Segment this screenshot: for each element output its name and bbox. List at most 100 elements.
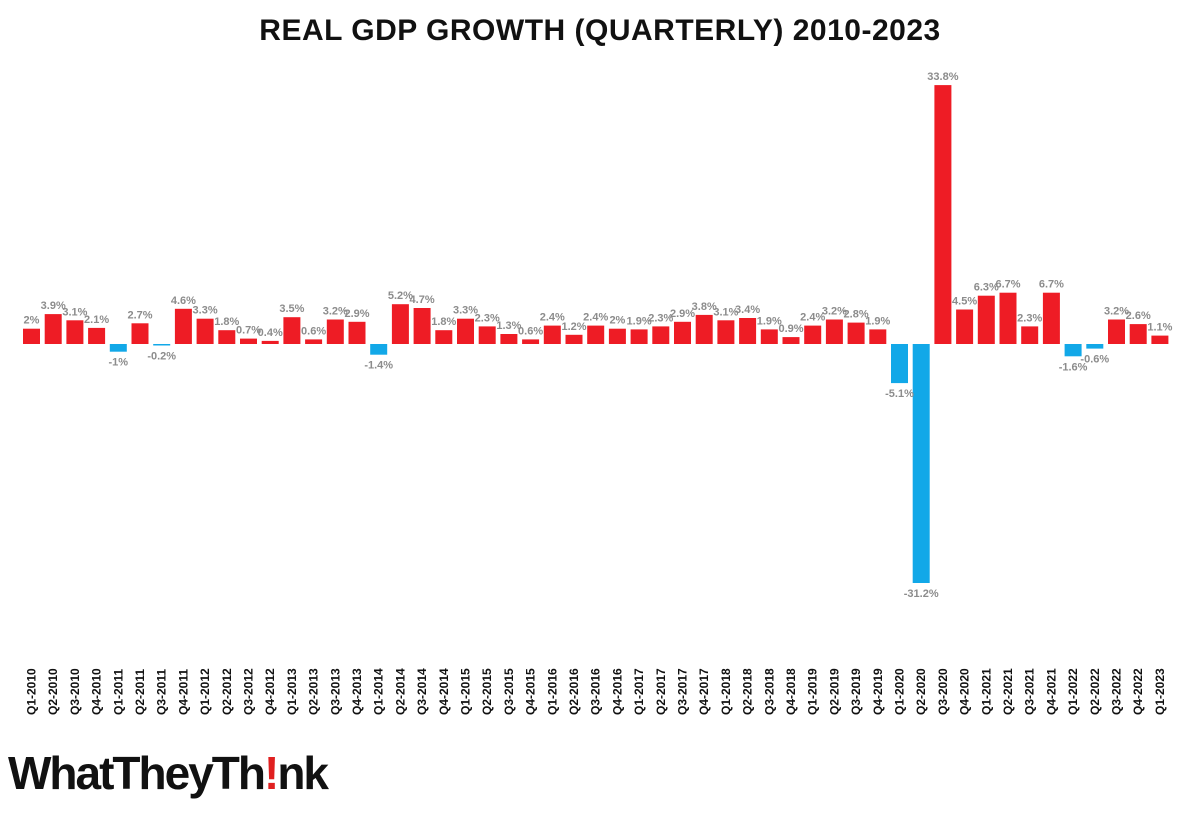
bar-Q1-2022 (1064, 344, 1082, 357)
x-tick-label-Q3-2016: Q3-2016 (589, 668, 603, 715)
bar-Q4-2019 (869, 329, 887, 344)
x-tick-label-Q1-2013: Q1-2013 (285, 668, 299, 715)
value-label-Q1-2012: 3.3% (193, 305, 218, 317)
x-tick-label-Q3-2015: Q3-2015 (502, 668, 516, 715)
value-label-Q3-2014: 4.7% (410, 294, 435, 306)
bar-Q3-2017 (674, 321, 691, 344)
x-tick-label-Q4-2019: Q4-2019 (871, 668, 885, 715)
bars-group (23, 85, 1169, 583)
value-label-Q3-2016: 2.4% (583, 312, 608, 324)
x-tick-label-Q1-2022: Q1-2022 (1066, 668, 1080, 715)
value-label-Q4-2020: 4.5% (952, 296, 977, 308)
value-label-Q3-2012: 0.7% (236, 325, 261, 337)
logo-exclamation: ! (263, 747, 279, 799)
value-label-Q3-2018: 1.9% (757, 315, 782, 327)
x-tick-label-Q4-2017: Q4-2017 (697, 668, 711, 715)
x-tick-label-Q2-2021: Q2-2021 (1001, 668, 1015, 715)
x-tick-label-Q3-2010: Q3-2010 (68, 668, 82, 715)
bar-Q2-2022 (1086, 344, 1104, 349)
value-label-Q2-2012: 1.8% (214, 316, 239, 328)
value-label-Q2-2022: -0.6% (1080, 354, 1109, 366)
value-label-Q4-2022: 2.6% (1126, 310, 1151, 322)
x-tick-label-Q3-2020: Q3-2020 (936, 668, 950, 715)
bar-Q3-2011 (153, 344, 171, 346)
bar-Q4-2015 (522, 339, 540, 344)
bar-Q4-2013 (348, 321, 366, 344)
bar-Q1-2017 (630, 329, 648, 344)
x-tick-label-Q1-2017: Q1-2017 (632, 668, 646, 715)
x-tick-label-Q4-2018: Q4-2018 (784, 668, 798, 715)
x-tick-label-Q2-2016: Q2-2016 (567, 668, 581, 715)
x-tick-label-Q1-2021: Q1-2021 (979, 668, 993, 715)
x-tick-label-Q1-2012: Q1-2012 (198, 668, 212, 715)
value-label-Q1-2023: 1.1% (1147, 322, 1172, 334)
value-label-Q2-2021: 6.7% (995, 279, 1020, 291)
bar-Q3-2021 (1021, 326, 1039, 344)
x-tick-label-Q4-2014: Q4-2014 (437, 668, 451, 715)
logo-wordmark: WhatTheyTh!nk (8, 738, 368, 808)
bar-Q3-2015 (500, 334, 518, 344)
x-tick-label-Q3-2014: Q3-2014 (415, 668, 429, 715)
x-tick-label-Q2-2022: Q2-2022 (1088, 668, 1102, 715)
value-label-Q4-2013: 2.9% (344, 308, 369, 320)
chart-title: REAL GDP GROWTH (QUARTERLY) 2010-2023 (259, 14, 941, 47)
bar-Q4-2016 (608, 328, 626, 344)
value-label-Q1-2015: 3.3% (453, 305, 478, 317)
bar-Q4-2014 (435, 330, 453, 344)
bar-Q4-2020 (956, 309, 974, 344)
value-label-Q2-2020: -31.2% (904, 588, 939, 600)
x-tick-label-Q2-2011: Q2-2011 (133, 669, 147, 715)
x-tick-label-Q4-2016: Q4-2016 (610, 668, 624, 715)
value-label-Q1-2019: 2.4% (800, 312, 825, 324)
bar-Q2-2017 (652, 326, 670, 344)
value-label-Q1-2020: -5.1% (885, 388, 914, 400)
bar-Q1-2014 (370, 344, 388, 355)
x-tick-label-Q3-2012: Q3-2012 (242, 668, 256, 715)
value-label-Q2-2016: 1.2% (561, 321, 586, 333)
value-label-Q1-2010: 2% (24, 315, 40, 327)
value-label-Q4-2021: 6.7% (1039, 279, 1064, 291)
value-label-Q4-2018: 0.9% (778, 323, 803, 335)
x-tick-label-Q4-2022: Q4-2022 (1131, 668, 1145, 715)
x-tick-label-Q1-2019: Q1-2019 (806, 668, 820, 715)
bar-Q3-2013 (326, 319, 344, 344)
value-label-Q1-2017: 1.9% (627, 315, 652, 327)
x-tick-label-Q3-2019: Q3-2019 (849, 668, 863, 715)
value-label-Q1-2013: 3.5% (279, 303, 304, 315)
x-tick-label-Q1-2018: Q1-2018 (719, 668, 733, 715)
bar-Q3-2014 (413, 308, 431, 344)
x-tick-label-Q2-2020: Q2-2020 (914, 668, 928, 715)
x-tick-label-Q4-2010: Q4-2010 (90, 668, 104, 715)
x-tick-label-Q4-2012: Q4-2012 (263, 668, 277, 715)
bar-Q1-2012 (196, 318, 214, 344)
value-label-Q4-2012: 0.4% (258, 327, 283, 339)
value-label-Q4-2011: 4.6% (171, 295, 196, 307)
x-tick-label-Q4-2020: Q4-2020 (958, 668, 972, 715)
value-label-Q3-2019: 2.8% (844, 309, 869, 321)
x-tick-label-Q2-2010: Q2-2010 (46, 668, 60, 715)
value-label-Q2-2017: 2.3% (648, 312, 673, 324)
x-tick-label-Q1-2014: Q1-2014 (372, 668, 386, 715)
value-label-Q2-2018: 3.4% (735, 304, 760, 316)
value-label-Q2-2015: 2.3% (475, 312, 500, 324)
x-tick-label-Q2-2015: Q2-2015 (480, 668, 494, 715)
value-label-Q2-2013: 0.6% (301, 325, 326, 337)
bar-Q4-2012 (261, 340, 279, 344)
bar-Q3-2018 (760, 329, 778, 344)
x-tick-label-Q4-2013: Q4-2013 (350, 668, 364, 715)
bar-Q2-2011 (131, 323, 149, 344)
bar-Q2-2015 (478, 326, 496, 344)
x-tick-label-Q3-2022: Q3-2022 (1110, 668, 1124, 715)
bar-Q3-2019 (847, 322, 865, 344)
bar-Q2-2014 (391, 304, 409, 344)
value-label-Q3-2011: -0.2% (147, 351, 176, 363)
x-tick-label-Q1-2015: Q1-2015 (459, 668, 473, 715)
bar-Q4-2018 (782, 337, 800, 344)
bar-Q4-2010 (88, 327, 106, 344)
x-tick-label-Q1-2010: Q1-2010 (25, 668, 39, 715)
bar-Q1-2011 (109, 344, 127, 352)
value-label-Q1-2021: 6.3% (974, 282, 999, 294)
value-label-Q4-2019: 1.9% (865, 315, 890, 327)
bar-Q4-2017 (695, 314, 713, 344)
